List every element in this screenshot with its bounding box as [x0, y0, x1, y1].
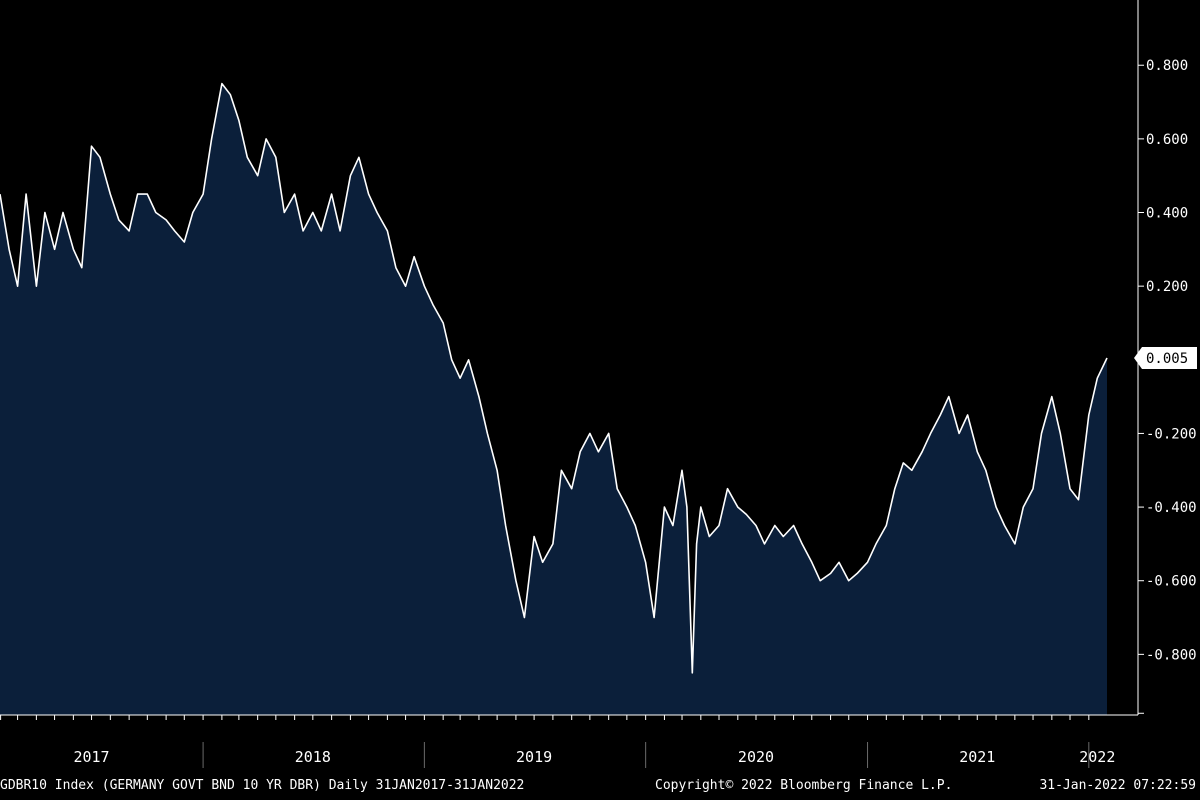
y-tick-label: 0.800	[1146, 58, 1188, 74]
last-value-badge: 0.005	[1134, 346, 1197, 369]
y-tick-label: -0.200	[1146, 426, 1197, 442]
x-tick-label-2022: 2022	[1079, 748, 1115, 766]
footer-index-description: GDBR10 Index (GERMANY GOVT BND 10 YR DBR…	[0, 778, 525, 793]
last-value-badge-bg	[1134, 346, 1197, 369]
y-tick-label: 0.600	[1146, 132, 1188, 148]
y-tick-label: 0.200	[1146, 279, 1188, 295]
footer-timestamp: 31-Jan-2022 07:22:59	[1039, 778, 1196, 793]
series-line	[0, 82, 1108, 674]
x-tick-label-2018: 2018	[295, 748, 331, 766]
footer-copyright: Copyright© 2022 Bloomberg Finance L.P.	[655, 778, 953, 793]
y-tick-label: 0.400	[1146, 206, 1188, 222]
x-tick-label-2017: 2017	[73, 748, 109, 766]
x-tick-label-2020: 2020	[738, 748, 774, 766]
series-area	[0, 83, 1107, 716]
y-tick-label: -0.800	[1146, 647, 1197, 663]
x-tick-label-2021: 2021	[959, 748, 995, 766]
y-tick-label: -0.400	[1146, 500, 1197, 516]
y-tick-label: -0.600	[1146, 574, 1197, 590]
x-tick-label-2019: 2019	[516, 748, 552, 766]
last-value-label: 0.005	[1146, 351, 1188, 367]
